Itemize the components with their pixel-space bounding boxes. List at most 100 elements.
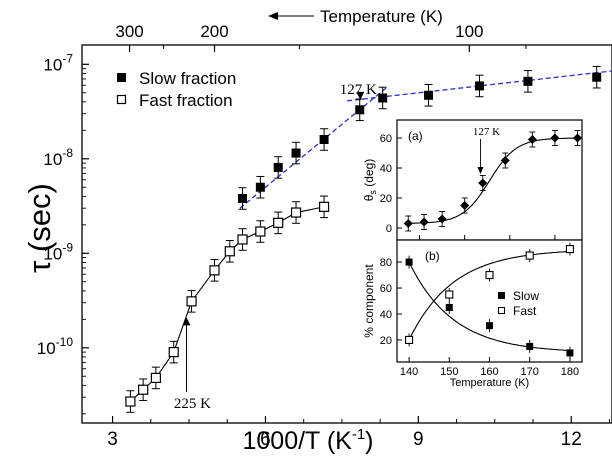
legend-marker-fast [116, 94, 127, 105]
annotation-127k: 127 K [340, 82, 377, 98]
inset-b-fast-point [485, 270, 494, 280]
slow-fraction-point [475, 81, 484, 91]
inset-b-slow-point [526, 342, 534, 350]
x-tick-label: 9 [413, 429, 424, 450]
inset-b-y-tick-label: 60 [380, 283, 392, 295]
fast-fraction-point [237, 234, 248, 245]
fit-line-high-t [346, 70, 612, 102]
y-tick-label: 10-8 [43, 146, 73, 169]
fast-fraction-point [273, 217, 284, 228]
fast-fraction-point [168, 347, 179, 358]
fast-fraction-point [255, 226, 266, 237]
slow-fraction-point [523, 76, 533, 86]
inset-b-fast-point [405, 335, 414, 344]
inset-a-point [478, 178, 488, 188]
slow-fraction-point [273, 162, 283, 172]
top-tick-label: 300 [115, 22, 143, 41]
slow-fraction-point [355, 105, 365, 115]
fast-fraction-point [138, 384, 149, 395]
inset-b-x-label: Temperature (K) [450, 377, 529, 389]
inset-b-slow-point [566, 349, 574, 357]
inset-b-legend-label-slow: Slow [513, 289, 539, 303]
inset-a-annotation-arrowhead [477, 167, 484, 174]
inset-b-fast-point [445, 290, 454, 299]
inset-b-y-tick-label: 40 [380, 309, 392, 321]
inset-b-slow-point [405, 258, 413, 266]
inset-b-slow-point [486, 322, 493, 330]
fast-fraction-point [186, 296, 197, 307]
inset-a-annotation: 127 K [473, 126, 500, 138]
fast-fraction-point [224, 246, 235, 257]
inset-a-point [500, 156, 510, 165]
inset-a-y-tick-label: 20 [380, 193, 392, 205]
inset-b-legend-label-fast: Fast [513, 304, 537, 318]
inset-a-point [403, 219, 413, 228]
inset-a-point [550, 133, 560, 143]
inset-b-slow-point [445, 303, 453, 311]
inset-b-legend-marker-slow [498, 292, 505, 299]
fast-fraction-point [209, 265, 220, 276]
y-axis-label: τ (sec) [22, 183, 57, 273]
inset-b-y-tick-label: 80 [380, 257, 392, 269]
inset-a-point [460, 201, 470, 210]
fast-fraction-point [125, 396, 136, 407]
top-axis-label: Temperature (K) [320, 7, 443, 26]
x-axis-label-main: 1000/T (K [243, 427, 353, 455]
inset-b-panel-label: (b) [425, 249, 440, 263]
fast-fraction-point [150, 372, 161, 384]
y-tick-label: 10-10 [37, 335, 74, 358]
main-data-layer: 127 K 225 K [125, 65, 612, 413]
x-tick-label: 12 [561, 429, 582, 450]
annotation-225k-arrowhead [182, 317, 191, 326]
inset-b-x-tick-label: 180 [561, 366, 579, 378]
inset-b-y-tick-label: 20 [380, 335, 392, 347]
legend-label-fast: Fast fraction [139, 91, 233, 110]
inset-b-x-tick-label: 140 [400, 366, 418, 378]
legend: Slow fraction Fast fraction [116, 69, 236, 110]
x-axis-label-end: ) [365, 427, 373, 455]
slow-fraction-point [592, 72, 602, 82]
top-tick-label: 200 [200, 22, 228, 41]
slow-fraction-point [255, 182, 265, 192]
fast-fraction-point [318, 201, 330, 212]
slow-fraction-point [291, 148, 301, 158]
slow-fraction-point [238, 193, 248, 203]
slow-fraction-point [378, 93, 388, 103]
inset-a-y-tick-label: 40 [380, 163, 392, 175]
inset-a-y-label: θs (deg) [362, 159, 378, 202]
top-tick-label: 100 [455, 22, 483, 41]
inset-b-fast-point [525, 251, 534, 260]
inset-b-fast-point [565, 245, 574, 254]
inset-b-fast-curve [408, 250, 570, 341]
x-tick-label: 3 [107, 429, 118, 450]
inset-b-frame [396, 239, 583, 363]
annotation-127k-arrowhead [356, 91, 365, 100]
inset-b-x-tick-label: 150 [440, 366, 458, 378]
inset-b-x-tick-label: 170 [521, 366, 539, 378]
inset-a-point [527, 135, 537, 144]
inset-a-point [437, 214, 447, 224]
x-tick-label: 6 [260, 429, 271, 450]
y-tick-label: 10-7 [43, 51, 73, 74]
inset-b-x-tick-label: 160 [480, 366, 498, 378]
main-plot-frame [81, 44, 612, 424]
inset-a-y-tick-label: 0 [386, 223, 392, 235]
inset-b-legend-marker-fast [498, 307, 505, 314]
x-axis-label-exponent: -1 [352, 426, 365, 443]
inset-b-slow-curve [408, 261, 570, 352]
slow-fraction-point [319, 135, 329, 144]
inset-a-point [419, 217, 429, 227]
inset-a-y-tick-label: 60 [380, 133, 392, 145]
inset-b-y-label: % component [362, 264, 376, 338]
fast-fraction-point [290, 207, 302, 218]
inset-a-plot: 1001201401600204060(a)θs (deg)127 K [362, 119, 583, 258]
slow-fraction-point [424, 90, 434, 100]
y-tick-label: 10-9 [43, 240, 73, 263]
annotation-225k: 225 K [174, 396, 211, 412]
inset-a-fit-curve [408, 137, 578, 224]
legend-marker-slow [117, 73, 126, 82]
inset-b-plot: 140 150 160 170 180 20 40 60 80 (b) Temperature (K… [362, 239, 583, 389]
fast-fraction-line [130, 206, 325, 402]
